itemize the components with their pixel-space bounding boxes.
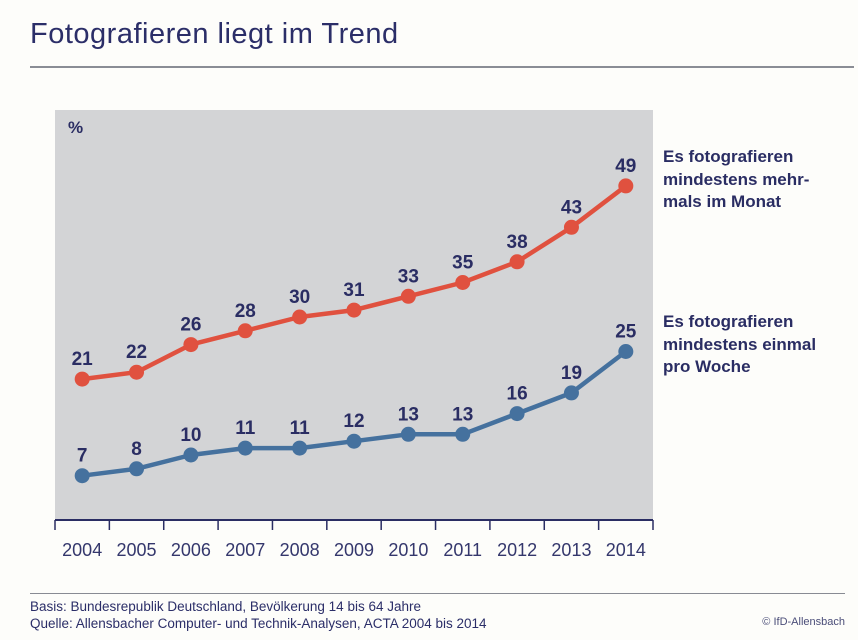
legend-monthly-line2: mindestens mehr-	[663, 169, 810, 189]
data-point-label: 43	[561, 197, 582, 218]
data-point-label: 25	[615, 322, 637, 343]
data-point-label: 11	[290, 418, 311, 439]
data-point	[509, 406, 525, 422]
data-point-label: 31	[343, 280, 365, 301]
legend-weekly-line2: mindestens einmal	[663, 334, 817, 354]
data-point	[129, 461, 145, 477]
x-tick-label: 2004	[62, 540, 102, 560]
legend-monthly-line1: Es fotografieren	[663, 147, 794, 166]
data-point-label: 26	[180, 315, 201, 336]
data-point-label: 13	[398, 404, 419, 425]
data-point	[618, 178, 634, 194]
data-point-label: 33	[398, 266, 419, 287]
data-point-label: 19	[561, 363, 582, 384]
data-point	[74, 468, 90, 484]
legend-weekly: Es fotografieren mindestens einmal pro W…	[663, 311, 848, 379]
data-point	[563, 385, 579, 401]
data-point	[74, 371, 90, 387]
data-point-label: 30	[289, 287, 310, 308]
data-point	[129, 364, 145, 380]
data-point	[455, 275, 471, 290]
data-point	[292, 440, 308, 456]
unit-label: %	[68, 118, 84, 137]
data-point	[346, 433, 362, 449]
copyright: © IfD-Allensbach	[762, 616, 845, 628]
x-tick-label: 2006	[171, 540, 211, 560]
x-tick-label: 2005	[117, 540, 157, 560]
x-tick-label: 2009	[334, 540, 374, 560]
footer-divider	[30, 593, 845, 594]
x-tick-label: 2013	[551, 540, 591, 560]
data-point-label: 8	[131, 439, 142, 460]
x-tick-label: 2010	[388, 540, 428, 560]
data-point-label: 10	[180, 425, 201, 446]
x-tick-label: 2012	[497, 540, 537, 560]
data-point	[237, 440, 253, 456]
data-point	[618, 344, 634, 359]
data-point	[563, 219, 579, 235]
data-point	[400, 288, 416, 304]
data-point-label: 28	[235, 301, 256, 322]
legend-monthly: Es fotografieren mindestens mehr- mals i…	[663, 146, 848, 214]
data-point-label: 16	[507, 384, 528, 405]
x-tick-label: 2011	[443, 540, 482, 560]
legend-weekly-line1: Es fotografieren	[663, 312, 794, 331]
line-chart: 2004 2005 2006 2007 2008 2009 2010 2011 2012 2013…	[54, 156, 654, 560]
page-title: Fotografieren liegt im Trend	[30, 18, 399, 50]
data-point	[292, 309, 308, 325]
data-point	[346, 302, 362, 318]
data-point	[237, 323, 253, 339]
x-tick-label: 2007	[225, 540, 265, 560]
legend-monthly-line3: mals im Monat	[663, 192, 782, 211]
data-point	[400, 426, 416, 442]
x-tick-label: 2008	[280, 540, 320, 560]
data-point	[455, 426, 471, 442]
data-point-label: 13	[452, 404, 473, 425]
data-point-label: 12	[343, 411, 364, 432]
data-point-label: 21	[72, 349, 94, 370]
data-point	[183, 337, 199, 353]
data-point-label: 7	[77, 446, 88, 467]
footer-basis: Basis: Bundesrepublik Deutschland, Bevöl…	[30, 599, 421, 614]
footer: Basis: Bundesrepublik Deutschland, Bevöl…	[30, 599, 487, 632]
x-tick-label: 2014	[606, 540, 646, 560]
title-divider	[30, 66, 854, 68]
legend-weekly-line3: pro Woche	[663, 357, 751, 376]
data-point-label: 22	[126, 342, 147, 363]
footer-quelle: Quelle: Allensbacher Computer- und Techn…	[30, 615, 487, 631]
data-point-label: 35	[452, 253, 474, 274]
data-point-label: 11	[235, 418, 256, 439]
data-point-label: 38	[507, 232, 528, 253]
data-point	[509, 254, 525, 270]
data-point-label: 49	[615, 156, 636, 177]
data-point	[183, 447, 199, 463]
